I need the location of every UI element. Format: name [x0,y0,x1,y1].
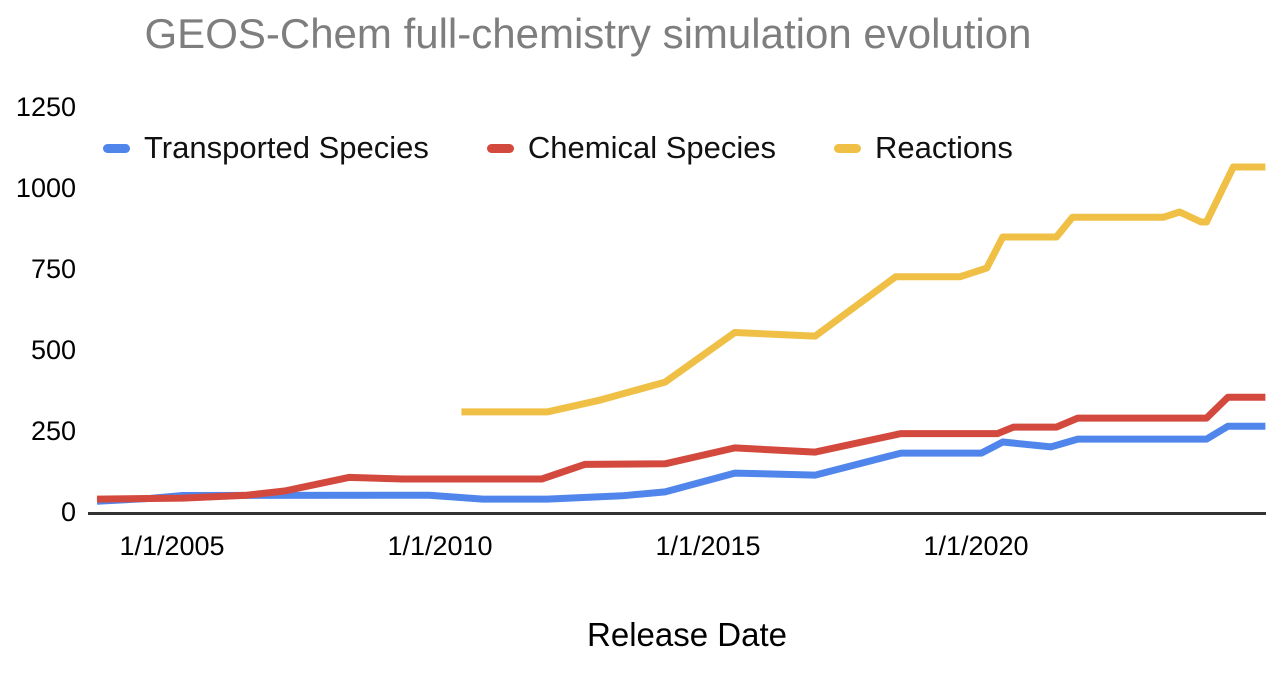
legend-label-transported-species: Transported Species [144,130,429,165]
series-line-reactions [461,163,1266,416]
legend-item-reactions: Reactions [834,130,1013,166]
legend-item-transported-species: Transported Species [103,130,429,166]
x-axis-title: Release Date [587,616,787,653]
legend-swatch-chemical-species [486,143,514,153]
legend-swatch-transported-species [103,143,130,153]
legend-swatch-reactions [834,143,861,153]
x-tick-label-2005: 1/1/2005 [119,531,225,561]
y-tick-label-0: 0 [60,496,76,527]
y-tick-label-500: 500 [30,334,76,365]
x-tick-label-2010: 1/1/2010 [387,531,493,561]
series-line-chemical-species [96,393,1266,503]
y-tick-label-1250: 1250 [15,91,76,122]
x-tick-label-2020: 1/1/2020 [923,531,1029,561]
series-line-transported-species [96,422,1266,505]
chart-title: GEOS-Chem full-chemistry simulation evol… [144,10,1032,57]
legend: Transported Species Chemical Species Rea… [103,130,1013,166]
y-tick-label-1000: 1000 [15,172,76,203]
y-tick-label-250: 250 [30,415,76,446]
legend-item-chemical-species: Chemical Species [486,130,776,166]
y-tick-label-750: 750 [30,253,76,284]
legend-label-reactions: Reactions [875,130,1013,165]
x-tick-label-2015: 1/1/2015 [655,531,761,561]
legend-label-chemical-species: Chemical Species [527,130,776,165]
